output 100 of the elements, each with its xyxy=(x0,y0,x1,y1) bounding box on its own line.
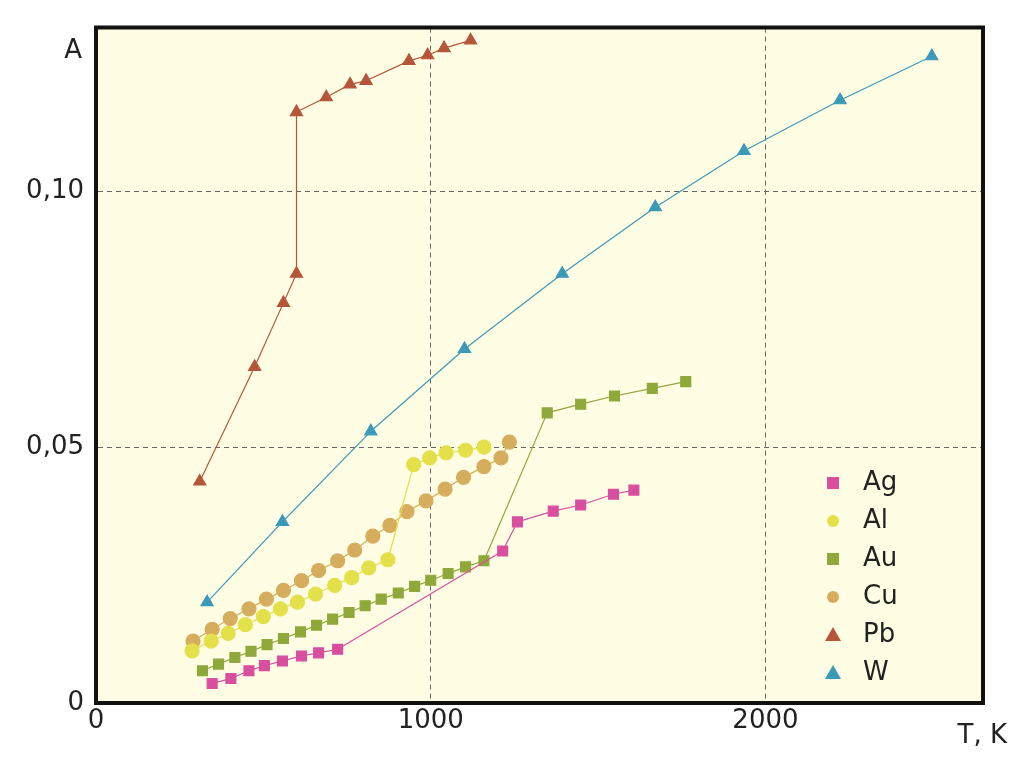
point xyxy=(402,53,416,65)
point xyxy=(737,143,751,156)
point xyxy=(332,643,344,655)
point xyxy=(361,560,377,576)
point xyxy=(375,593,387,605)
point xyxy=(307,586,324,602)
point xyxy=(258,660,270,672)
point xyxy=(212,658,225,670)
point xyxy=(276,655,288,667)
point xyxy=(277,632,289,645)
point xyxy=(237,617,253,633)
point xyxy=(418,493,434,509)
point xyxy=(275,582,292,599)
point xyxy=(319,89,333,102)
point xyxy=(833,92,847,105)
legend-label: Cu xyxy=(863,579,898,610)
legend-label: Au xyxy=(863,541,898,572)
point xyxy=(293,573,310,589)
point xyxy=(476,459,492,475)
x-tick-label: 1000 xyxy=(397,704,464,735)
point xyxy=(555,266,569,278)
point xyxy=(541,407,553,419)
point xyxy=(457,341,472,354)
point xyxy=(359,73,373,85)
point xyxy=(359,600,371,612)
point xyxy=(497,545,509,557)
point xyxy=(220,625,236,642)
point xyxy=(457,442,474,458)
point xyxy=(399,504,415,520)
point xyxy=(406,456,422,473)
point xyxy=(343,606,355,618)
point xyxy=(493,450,509,466)
point xyxy=(608,390,621,402)
point xyxy=(392,587,404,599)
point xyxy=(476,439,492,455)
point xyxy=(459,561,472,573)
point xyxy=(222,610,238,627)
point xyxy=(607,488,620,500)
point xyxy=(365,528,381,544)
point xyxy=(327,577,343,593)
point xyxy=(258,591,274,607)
point xyxy=(272,601,289,617)
point xyxy=(575,499,587,511)
point xyxy=(442,568,454,580)
point xyxy=(463,32,478,45)
point xyxy=(276,295,291,307)
point xyxy=(344,570,360,586)
point xyxy=(193,473,207,486)
point xyxy=(310,562,327,579)
y-axis-title: A xyxy=(64,34,83,65)
point xyxy=(575,398,587,410)
point xyxy=(680,376,692,388)
point xyxy=(245,645,257,657)
point xyxy=(343,76,357,89)
point xyxy=(327,613,339,625)
point xyxy=(289,594,306,610)
point xyxy=(455,469,472,485)
point xyxy=(311,619,323,631)
x-tick-label: 0 xyxy=(87,704,105,735)
point xyxy=(437,481,453,497)
point xyxy=(289,266,304,278)
point xyxy=(295,650,308,662)
point xyxy=(646,382,658,394)
point xyxy=(425,574,437,586)
point xyxy=(501,434,517,450)
point xyxy=(438,445,454,461)
point xyxy=(255,608,271,625)
point xyxy=(184,643,200,659)
point xyxy=(243,665,255,677)
point xyxy=(313,647,325,659)
point xyxy=(196,665,208,677)
point xyxy=(203,633,219,649)
y-tick-label: 0 xyxy=(67,685,84,716)
x-tick-label: 2000 xyxy=(732,704,799,735)
point xyxy=(261,639,273,651)
point xyxy=(225,672,237,684)
point xyxy=(380,552,396,568)
point xyxy=(409,580,421,592)
point xyxy=(289,104,304,117)
point xyxy=(547,505,559,517)
legend-label: Ag xyxy=(863,465,898,496)
point xyxy=(511,516,523,528)
point xyxy=(437,40,451,53)
point xyxy=(648,199,662,212)
y-tick-label: 0,10 xyxy=(26,174,84,205)
point xyxy=(241,601,257,617)
point xyxy=(364,423,378,436)
point xyxy=(382,517,398,534)
legend-label: W xyxy=(863,655,889,686)
point xyxy=(247,359,262,371)
legend-label: Pb xyxy=(863,617,896,648)
x-axis-title: T, K xyxy=(956,718,1008,749)
point xyxy=(628,484,640,496)
point xyxy=(294,626,307,638)
point xyxy=(421,47,435,60)
point xyxy=(422,450,438,466)
point xyxy=(206,678,218,690)
point xyxy=(275,514,290,526)
y-tick-label: 0,05 xyxy=(26,429,84,460)
point xyxy=(925,48,939,61)
